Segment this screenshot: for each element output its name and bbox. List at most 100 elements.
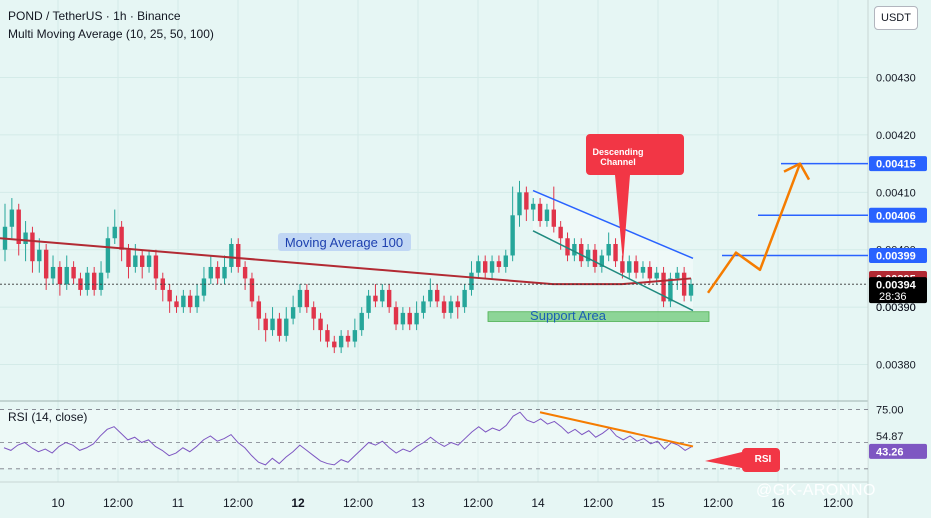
time-tick-label: 16	[771, 496, 785, 510]
candle-bear	[43, 249, 49, 279]
annotation-overlay: Moving Average 100 Support Area Descending…	[0, 134, 868, 323]
candle-bear	[318, 318, 323, 331]
price-marker-box	[869, 207, 927, 223]
rsi-callout	[705, 448, 780, 472]
candle-bull	[469, 272, 474, 290]
grid	[0, 0, 869, 518]
candle-bear	[332, 341, 337, 348]
candle-bear	[30, 232, 35, 262]
price-tick-label: 0.00380	[876, 360, 916, 372]
candle-bull	[531, 203, 536, 210]
candle-bear	[304, 289, 310, 308]
support-area	[487, 311, 710, 322]
candle-bear	[71, 266, 76, 279]
candle-bull	[476, 261, 481, 273]
time-tick-label: 12:00	[223, 496, 253, 510]
candle-bear	[633, 261, 639, 273]
candle-bull	[181, 295, 186, 308]
candle-bull	[297, 289, 303, 308]
candle-bull	[194, 295, 200, 308]
candle-bull	[572, 243, 577, 256]
candle-bull	[675, 272, 680, 279]
rsi-line	[3, 411, 693, 466]
candle-bear	[311, 307, 316, 319]
candle-bear	[407, 312, 412, 325]
symbol-title[interactable]: POND / TetherUS · 1h · Binance	[8, 9, 181, 23]
ma100-label-box	[278, 233, 411, 251]
candle-bull	[462, 289, 467, 308]
candle-bull	[627, 261, 632, 273]
channel-callout-text-0: Descending	[592, 147, 643, 157]
candle-bull	[688, 284, 694, 296]
candle-bear	[613, 243, 618, 262]
channel-upper	[532, 189, 694, 260]
rsi-current-box	[869, 443, 927, 459]
time-tick-label: 13	[411, 496, 425, 510]
indicator-legend[interactable]: Multi Moving Average (10, 25, 50, 100)	[8, 27, 214, 41]
currency-button[interactable]: USDT	[874, 6, 918, 30]
candle-bull	[222, 266, 227, 279]
candle-bull	[23, 232, 28, 244]
time-tick-label: 11	[172, 496, 185, 510]
candle-bear	[441, 301, 447, 313]
candle-bear	[188, 295, 193, 308]
price-axis: 0.003800.003900.004000.004100.004200.004…	[869, 73, 927, 459]
candle-bull	[290, 307, 296, 319]
time-tick-label: 12:00	[823, 496, 853, 510]
price-tick-label: 0.00420	[876, 130, 916, 142]
ma100-label: Moving Average 100	[285, 235, 403, 250]
candle-bull	[366, 295, 371, 313]
candle-bear	[434, 289, 440, 302]
candle-bull	[380, 289, 385, 302]
watermark: @GK-ARONNO	[756, 482, 876, 499]
candles	[2, 180, 694, 354]
rsi-current-label: 43.26	[876, 446, 904, 458]
time-axis: 10 12:00 11 12:00 12 12:00 13 12:00 14 12:00 15 12:…	[51, 496, 853, 510]
candle-bear	[153, 255, 159, 279]
candle-bull	[421, 301, 426, 313]
time-tick-label: 12	[291, 496, 305, 510]
candle-bear	[160, 278, 165, 290]
candle-bull	[654, 272, 659, 279]
candle-bear	[242, 266, 248, 279]
rsi-level-label: 75.00	[876, 405, 904, 417]
candle-bear	[277, 318, 282, 336]
candle-bear	[565, 238, 570, 256]
candle-bear	[524, 192, 529, 210]
candle-bear	[263, 318, 268, 331]
candle-bull	[64, 266, 69, 285]
candle-bear	[592, 249, 598, 267]
channel-fill	[533, 190, 693, 311]
candle-bull	[448, 301, 454, 313]
candle-bull	[352, 330, 358, 342]
price-marker-box	[869, 156, 927, 172]
candle-bear	[57, 266, 63, 285]
candle-bull	[544, 209, 550, 222]
price-tick-label: 0.00410	[876, 187, 916, 199]
time-tick-label: 12:00	[103, 496, 133, 510]
price-marker-box	[869, 247, 927, 263]
candle-bull	[640, 266, 646, 273]
candle-bull	[201, 278, 207, 296]
candle-bear	[215, 266, 220, 279]
time-tick-label: 12:00	[703, 496, 733, 510]
rsi-pane: RSI	[0, 409, 868, 472]
time-tick-label: 14	[531, 496, 545, 510]
candle-bear	[455, 301, 460, 308]
candle-bull	[37, 249, 42, 262]
channel-callout	[586, 134, 684, 263]
price-marker-label: 0.00399	[876, 250, 916, 262]
candle-bull	[585, 249, 591, 262]
candle-bull	[606, 243, 611, 256]
price-tick-label: 0.00390	[876, 302, 916, 314]
rsi-title[interactable]: RSI (14, close)	[8, 410, 88, 424]
price-marker-label: 0.00415	[876, 159, 916, 171]
candle-bull	[105, 238, 111, 273]
time-tick-label: 12:00	[463, 496, 493, 510]
projection-arrowhead	[783, 162, 811, 181]
price-marker-label: 0.00394	[876, 280, 917, 292]
candle-bear	[393, 307, 399, 325]
candle-bear	[16, 209, 21, 244]
candle-bull	[112, 226, 117, 239]
